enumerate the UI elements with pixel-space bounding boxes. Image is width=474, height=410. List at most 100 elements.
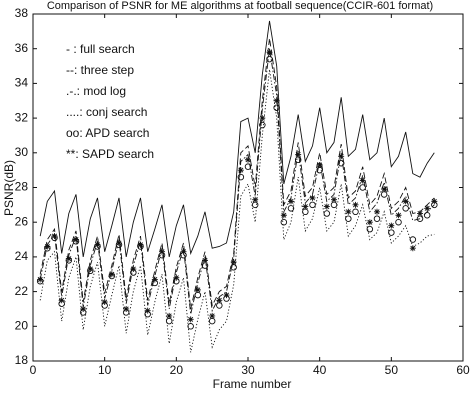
star-marker [252,196,259,203]
circle-marker [251,201,259,209]
y-tick-label: 30 [15,145,29,159]
legend-label: --: three step [66,63,134,77]
y-tick-label: 32 [15,110,29,124]
circle-marker [388,229,395,236]
star-marker [323,203,330,210]
star-marker [202,257,208,264]
y-tick-label: 36 [15,41,29,55]
star-marker [345,208,352,215]
circle-marker [373,215,381,222]
circle-marker [259,121,266,129]
star-marker [273,97,280,104]
circle-marker [165,317,173,325]
star-marker [173,274,180,281]
star-marker [359,177,366,184]
series-line [39,20,435,257]
star-marker [51,233,58,240]
star-marker [87,266,94,273]
y-tick-label: 28 [15,180,29,194]
star-marker [73,236,79,243]
series-line [39,48,435,315]
star-marker [223,292,230,299]
star-marker [266,49,273,56]
star-marker [374,208,380,215]
star-marker [259,115,266,122]
y-tick-label: 38 [15,6,29,20]
star-marker [216,297,223,304]
legend-label: ....: conj search [66,105,147,119]
star-marker [338,153,345,160]
star-marker [302,203,309,210]
circle-marker [244,163,252,170]
star-marker [395,212,402,219]
circle-marker [330,201,338,209]
star-marker [187,316,194,323]
star-marker [166,312,173,319]
circle-marker [208,317,216,325]
star-marker [295,151,302,158]
star-marker [388,222,395,229]
star-marker [137,241,144,248]
star-marker [316,161,323,168]
star-marker [402,198,409,205]
circle-marker [273,104,280,111]
star-marker [44,243,51,250]
circle-marker [266,55,273,63]
legend-label: **: SAPD search [66,147,154,161]
circle-marker [237,173,245,181]
star-marker [352,201,359,208]
star-marker [151,276,158,283]
y-tick-label: 22 [15,284,29,298]
x-tick-label: 10 [98,363,112,377]
x-tick-label: 50 [385,363,399,377]
circle-marker [359,184,366,191]
y-tick-label: 18 [15,353,29,367]
star-marker [37,276,44,283]
star-marker [108,271,115,278]
star-marker [309,194,316,201]
star-marker [288,198,294,205]
circle-marker [187,323,194,330]
legend-label: .-.: mod log [66,84,126,98]
x-tick-label: 60 [456,363,470,377]
star-marker [94,241,101,248]
star-marker [180,248,187,255]
star-marker [431,198,438,205]
y-axis-label: PSNR(dB) [2,160,16,216]
circle-marker [323,210,331,217]
star-marker [209,312,216,319]
star-marker [237,167,244,174]
y-tick-label: 24 [15,249,29,263]
star-marker [230,259,237,266]
x-tick-label: 40 [313,363,327,377]
x-tick-label: 30 [241,363,255,377]
legend-label: - : full search [66,42,135,56]
circle-marker [216,302,223,309]
circle-marker [366,225,374,233]
series-line [39,69,435,353]
star-marker [245,156,251,163]
star-marker [116,240,122,247]
x-tick-label: 20 [170,363,184,377]
star-marker [424,205,431,212]
circle-marker [409,236,417,243]
star-marker [331,196,337,203]
y-tick-label: 26 [15,214,29,228]
star-marker [80,305,87,312]
star-marker [194,286,201,293]
x-tick-label: 0 [30,363,37,377]
star-marker [159,248,165,255]
circle-marker [280,218,288,226]
y-tick-label: 20 [15,318,29,332]
circle-marker [423,212,431,219]
star-marker [280,212,287,219]
circle-marker [302,208,309,216]
circle-marker [395,218,402,226]
circle-marker [337,159,345,167]
circle-marker [345,215,352,222]
star-marker [144,307,151,314]
star-marker [65,255,72,262]
circle-marker [194,291,202,299]
star-marker [130,266,137,273]
